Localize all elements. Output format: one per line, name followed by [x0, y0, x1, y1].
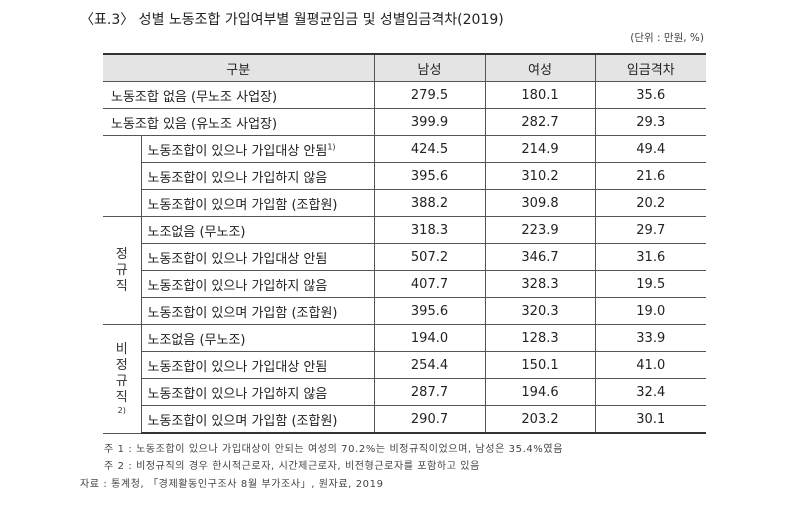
gap-value: 35.6: [594, 81, 707, 109]
footnotes: 주 1 : 노동조합이 있으나 가입대상이 안되는 여성의 70.2%는 비정규…: [104, 441, 563, 475]
male-value: 395.6: [373, 162, 486, 190]
row-label: 노동조합 있음 (유노조 사업장): [103, 108, 375, 136]
footnote-mark: 2): [117, 405, 126, 415]
male-value: 424.5: [373, 135, 486, 163]
row-label: 노동조합이 있으며 가입함 (조합원): [140, 297, 375, 325]
gap-value: 19.0: [594, 297, 707, 325]
table-title: 〈표.3〉 성별 노동조합 가입여부별 월평균임금 및 성별임금격차(2019): [80, 12, 504, 28]
table-row: 노동조합 있음 (유노조 사업장) 399.9 282.7 29.3: [103, 108, 707, 136]
male-value: 399.9: [373, 108, 486, 136]
female-value: 180.1: [484, 81, 596, 109]
group-char: 규: [115, 262, 128, 278]
group-label-regular: 정 규 직: [103, 216, 141, 325]
gap-value: 20.2: [594, 189, 707, 217]
female-value: 346.7: [484, 243, 596, 271]
row-label: 노동조합이 있으나 가입하지 않음: [140, 378, 375, 406]
male-value: 279.5: [373, 81, 486, 109]
gap-value: 21.6: [594, 162, 707, 190]
male-value: 318.3: [373, 216, 486, 244]
row-label: 노동조합이 있으며 가입함 (조합원): [140, 189, 375, 217]
male-value: 507.2: [373, 243, 486, 271]
row-label: 노동조합이 있으나 가입하지 않음: [140, 270, 375, 298]
group-indent: [103, 135, 141, 217]
female-value: 309.8: [484, 189, 596, 217]
group-char: 비: [115, 341, 128, 357]
header-category: 구분: [103, 53, 375, 82]
female-value: 203.2: [484, 405, 596, 434]
group-char: 정: [115, 357, 128, 373]
group-label-nonregular: 비 정 규 직 2): [103, 324, 141, 434]
table-row: 노동조합이 있으나 가입하지 않음 287.7 194.6 32.4: [103, 378, 707, 406]
row-label: 노조없음 (무노조): [140, 324, 375, 352]
gap-value: 29.7: [594, 216, 707, 244]
source-note: 자료 : 통계청, 「경제활동인구조사 8월 부가조사」, 원자료, 2019: [80, 479, 384, 490]
table-header-row: 구분 남성 여성 임금격차: [103, 53, 707, 82]
gap-value: 33.9: [594, 324, 707, 352]
male-value: 194.0: [373, 324, 486, 352]
female-value: 128.3: [484, 324, 596, 352]
table-row: 노동조합이 있으며 가입함 (조합원) 290.7 203.2 30.1: [103, 405, 707, 434]
table-row: 정 규 직 노조없음 (무노조) 318.3 223.9 29.7: [103, 216, 707, 325]
table-row: 노동조합이 있으나 가입대상 안됨 254.4 150.1 41.0: [103, 351, 707, 379]
female-value: 320.3: [484, 297, 596, 325]
row-label: 노조없음 (무노조): [140, 216, 375, 244]
table-row: 노동조합이 있으나 가입대상 안됨 507.2 346.7 31.6: [103, 243, 707, 271]
female-value: 310.2: [484, 162, 596, 190]
male-value: 287.7: [373, 378, 486, 406]
female-value: 194.6: [484, 378, 596, 406]
male-value: 388.2: [373, 189, 486, 217]
gap-value: 31.6: [594, 243, 707, 271]
group-char: 정: [115, 246, 128, 262]
table-row: 노동조합이 있으나 가입대상 안됨1) 424.5 214.9 49.4: [103, 135, 707, 217]
female-value: 282.7: [484, 108, 596, 136]
female-value: 214.9: [484, 135, 596, 163]
table-row: 노동조합이 있으며 가입함 (조합원) 395.6 320.3 19.0: [103, 297, 707, 325]
gap-value: 30.1: [594, 405, 707, 434]
group-char: 직: [115, 278, 128, 294]
group-char: 규: [115, 373, 128, 389]
footnote-1: 주 1 : 노동조합이 있으나 가입대상이 안되는 여성의 70.2%는 비정규…: [104, 444, 564, 455]
footnote-mark: 1): [327, 142, 336, 152]
gap-value: 49.4: [594, 135, 707, 163]
row-label: 노동조합이 있으나 가입대상 안됨: [140, 351, 375, 379]
footnote-2: 주 2 : 비정규직의 경우 한시적근로자, 시간제근로자, 비전형근로자를 포…: [104, 461, 480, 472]
table-row: 노동조합이 있으나 가입하지 않음 407.7 328.3 19.5: [103, 270, 707, 298]
row-label-cell: 노동조합이 있으나 가입대상 안됨1): [140, 135, 375, 163]
row-label: 노동조합이 있으나 가입하지 않음: [140, 162, 375, 190]
header-male: 남성: [373, 53, 486, 82]
male-value: 395.6: [373, 297, 486, 325]
header-female: 여성: [484, 53, 596, 82]
female-value: 223.9: [484, 216, 596, 244]
table-row: 노동조합이 있으며 가입함 (조합원) 388.2 309.8 20.2: [103, 189, 707, 217]
table-row: 비 정 규 직 2) 노조없음 (무노조) 194.0 128.3 33.9: [103, 324, 707, 434]
row-label: 노동조합이 있으나 가입대상 안됨: [147, 143, 328, 159]
gap-value: 41.0: [594, 351, 707, 379]
male-value: 254.4: [373, 351, 486, 379]
gap-value: 19.5: [594, 270, 707, 298]
female-value: 328.3: [484, 270, 596, 298]
group-char: 직: [115, 389, 128, 405]
header-gap: 임금격차: [594, 53, 707, 82]
female-value: 150.1: [484, 351, 596, 379]
gap-value: 29.3: [594, 108, 707, 136]
male-value: 407.7: [373, 270, 486, 298]
gap-value: 32.4: [594, 378, 707, 406]
row-label: 노동조합이 있으나 가입대상 안됨: [140, 243, 375, 271]
male-value: 290.7: [373, 405, 486, 434]
wage-table: 구분 남성 여성 임금격차 노동조합 없음 (무노조 사업장) 279.5 18…: [103, 53, 707, 434]
table-row: 노동조합이 있으나 가입하지 않음 395.6 310.2 21.6: [103, 162, 707, 190]
row-label: 노동조합이 있으며 가입함 (조합원): [140, 405, 375, 434]
row-label: 노동조합 없음 (무노조 사업장): [103, 81, 375, 109]
table-row: 노동조합 없음 (무노조 사업장) 279.5 180.1 35.6: [103, 81, 707, 109]
unit-label: (단위 : 만원, %): [630, 32, 704, 44]
